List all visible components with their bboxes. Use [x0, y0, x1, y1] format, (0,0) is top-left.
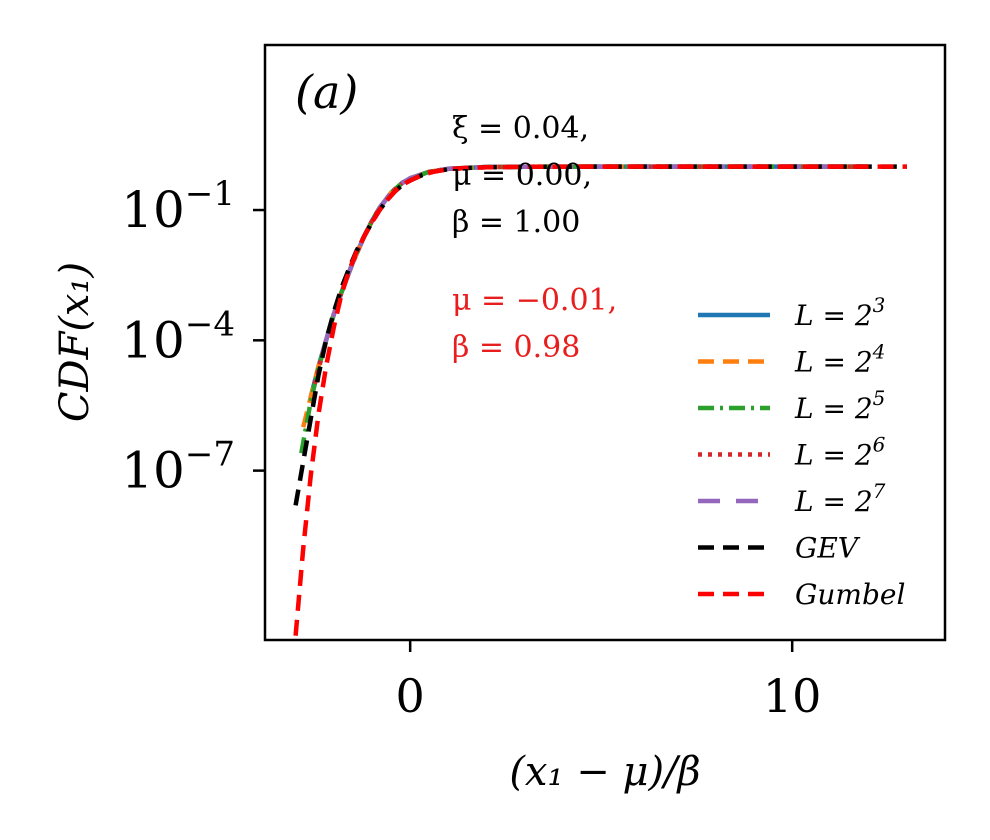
gumbel-param-line: μ = −0.01,	[452, 283, 617, 318]
series-lines	[293, 164, 907, 636]
legend: L = 23 L = 24 L = 25 L = 26 L = 27 GEV Gumbel	[698, 293, 905, 611]
gev-param-line: ξ = 0.04,	[452, 111, 589, 146]
y-tick-label: 10−4	[121, 304, 235, 369]
y-tick-label: 10−1	[121, 174, 235, 239]
gev-param-line: β = 1.00	[452, 205, 580, 240]
gev-param-line: μ = 0.00,	[452, 158, 592, 193]
y-tick-label: 10−7	[121, 435, 235, 500]
legend-label: GEV	[795, 532, 861, 565]
axes-frame	[263, 43, 947, 642]
series-line-5	[320, 164, 869, 355]
legend-label: Gumbel	[795, 578, 905, 611]
axis-ticks: 0 10 10−1 10−4 10−7	[121, 174, 821, 723]
gev-parameters-annotation: ξ = 0.04, μ = 0.00, β = 1.00	[452, 111, 592, 240]
legend-label: L = 26	[794, 433, 886, 472]
y-axis-label: CDF(x₁)	[52, 262, 98, 422]
series-line-4	[312, 164, 869, 385]
x-tick-label: 0	[396, 669, 425, 723]
series-line-1	[308, 164, 869, 398]
gumbel-parameters-annotation: μ = −0.01, β = 0.98	[452, 283, 617, 365]
x-axis-label: (x₁ − μ)/β	[509, 749, 700, 795]
series-line-7	[293, 164, 907, 636]
legend-label: L = 24	[794, 340, 885, 379]
x-tick-label: 10	[763, 669, 822, 723]
gumbel-param-line: β = 0.98	[452, 330, 580, 365]
panel-label: (a)	[295, 65, 358, 119]
legend-label: L = 23	[794, 293, 885, 332]
legend-label: L = 25	[794, 386, 885, 425]
legend-label: L = 27	[794, 479, 886, 518]
